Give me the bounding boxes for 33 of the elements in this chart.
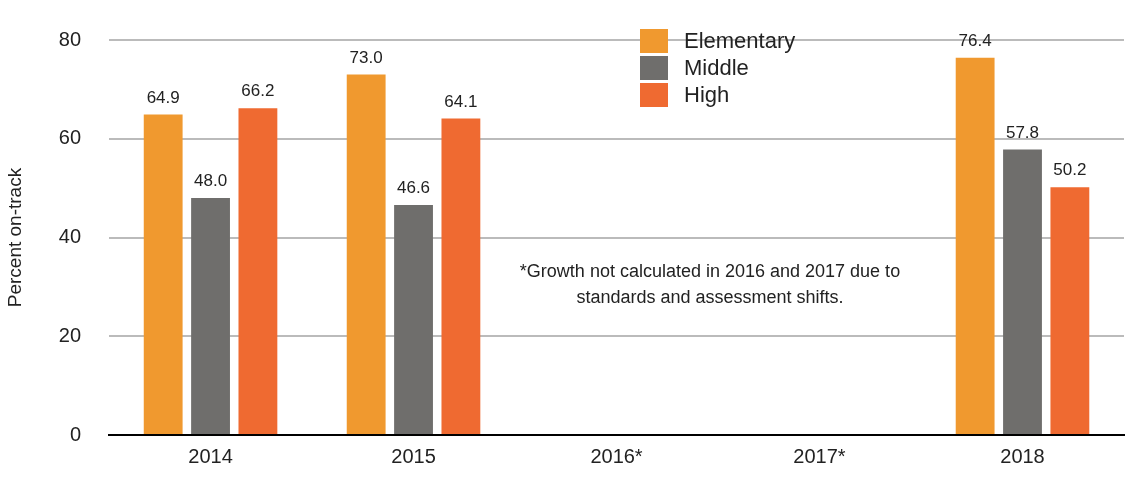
legend-label: Elementary (684, 28, 796, 54)
y-tick-label: 0 (69, 422, 82, 445)
bar (238, 108, 278, 434)
bar (441, 118, 481, 434)
data-label: 73.0 (349, 47, 383, 67)
data-label: 66.2 (241, 81, 275, 101)
data-label: 64.1 (444, 91, 478, 111)
bar (955, 57, 995, 434)
x-tick-label: 2015 (391, 444, 436, 467)
data-label: 46.6 (396, 178, 431, 198)
legend-label: Middle (684, 55, 749, 81)
x-tick-label: 2014 (188, 444, 233, 467)
data-label: 64.9 (146, 87, 180, 107)
data-label: 50.2 (1053, 160, 1087, 180)
bar (1050, 187, 1090, 434)
y-tick-label: 40 (58, 225, 82, 248)
bar (346, 74, 386, 434)
bar (1003, 149, 1042, 434)
data-label: 48.0 (193, 171, 228, 191)
y-tick-label: 60 (58, 126, 82, 149)
x-tick-label: 2018 (1000, 444, 1045, 467)
annotation: *Growth not calculated in 2016 and 2017 due to standards and assessment shifts. (518, 260, 902, 309)
data-label: 76.4 (958, 30, 992, 50)
bar (143, 114, 183, 434)
x-tick-label: 2016* (590, 444, 643, 467)
y-tick-label: 80 (58, 27, 82, 50)
legend-label: High (684, 82, 730, 108)
y-axis-title: Percent on-track (3, 167, 25, 308)
x-tick-label: 2017* (793, 444, 846, 467)
bar (191, 198, 230, 434)
y-tick-label: 20 (58, 323, 82, 346)
data-label: 57.8 (1005, 122, 1040, 142)
bar (394, 204, 433, 434)
